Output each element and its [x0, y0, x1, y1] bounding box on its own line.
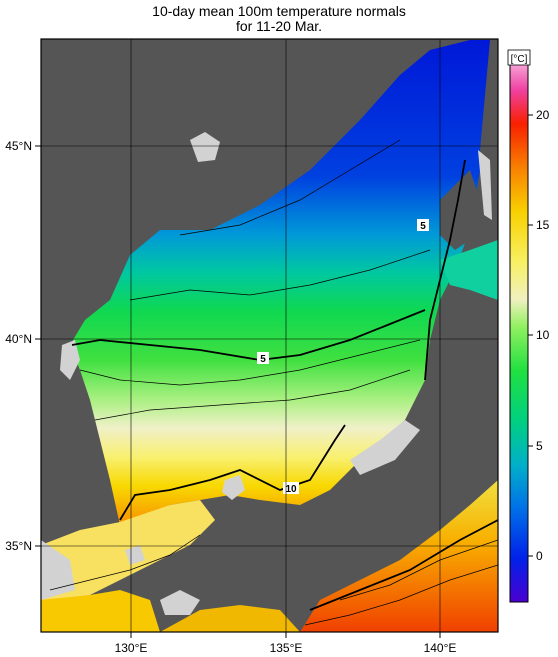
colorbar-tick-20: 20 — [536, 108, 550, 122]
east-china-sea-south — [41, 590, 160, 632]
contour-thin-1 — [79, 339, 421, 386]
contour-thin-3 — [129, 249, 431, 301]
x-tick-140e: 140°E — [424, 641, 457, 655]
sakhalin-shelf — [478, 150, 492, 220]
shelf-honshu — [350, 420, 420, 475]
contour-thin-2 — [94, 369, 411, 421]
y-tick-35n: 35°N — [5, 539, 32, 553]
colorbar-tick-15: 15 — [536, 218, 550, 232]
hokkaido — [440, 170, 480, 250]
contour-thin-5 — [49, 534, 201, 591]
pacific-south — [160, 605, 300, 632]
colorbar-gradient — [509, 51, 529, 603]
colorbar-unit-label: [°C] — [511, 54, 528, 65]
contour-label-10: 10 — [285, 484, 297, 495]
x-tick-135e: 135°E — [270, 641, 303, 655]
map-title-line2: for 11-20 Mar. — [235, 18, 323, 34]
tsugaru-sea — [440, 240, 498, 300]
contour-thin-4 — [179, 139, 401, 236]
colorbar-tick-0: 0 — [536, 549, 543, 563]
contour-10 — [119, 424, 346, 521]
contour-5-upper — [424, 159, 466, 381]
shelf-korea — [60, 340, 80, 380]
y-tick-40n: 40°N — [5, 332, 32, 346]
contour-label-5a: 5 — [420, 221, 426, 232]
map-title-line1: 10-day mean 100m temperature normals — [152, 3, 406, 19]
map-area: 5 5 10 — [41, 39, 498, 632]
colorbar-unit-box — [507, 49, 531, 66]
contour-pac-2 — [339, 539, 498, 601]
island-west — [190, 132, 220, 162]
colorbar-tick-5: 5 — [536, 439, 543, 453]
contour-pac-1 — [309, 519, 498, 611]
shelf-kyushu — [160, 590, 200, 615]
japan-sea — [70, 40, 498, 525]
colorbar-tick-10: 10 — [536, 328, 550, 342]
sado-island — [222, 475, 245, 500]
frame-ticks — [35, 145, 441, 638]
oki-island — [125, 545, 145, 565]
graticule — [41, 39, 498, 632]
shelf-sw — [41, 540, 75, 600]
contour-label-group: 5 5 10 — [257, 219, 429, 495]
contour-label-5b: 5 — [260, 354, 266, 365]
contour-pac-3 — [304, 564, 498, 626]
x-tick-130e: 130°E — [115, 641, 148, 655]
y-tick-45n: 45°N — [5, 139, 32, 153]
map-frame — [40, 38, 499, 633]
colorbar: [°C] 0 5 10 15 20 — [507, 49, 550, 603]
